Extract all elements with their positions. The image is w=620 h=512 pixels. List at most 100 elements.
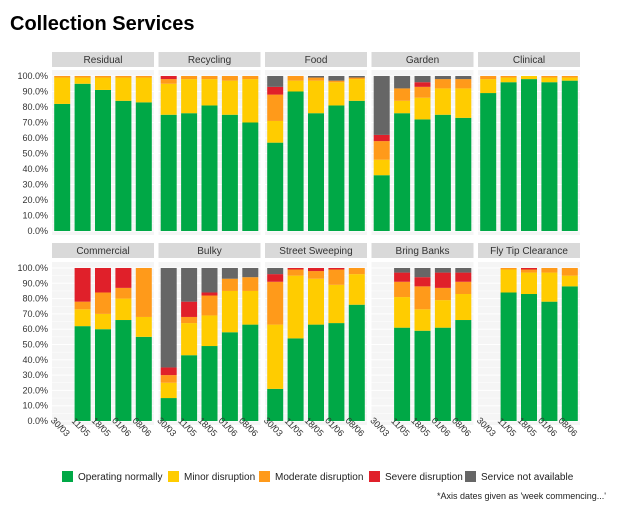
bar-segment-moderate-disruption bbox=[115, 76, 132, 78]
bar-segment-operating-normally bbox=[95, 89, 111, 231]
bar-segment-operating-normally bbox=[242, 122, 259, 231]
bar-segment-service-not-available bbox=[348, 76, 365, 78]
bar-segment-severe-disruption bbox=[160, 76, 177, 80]
bar-segment-operating-normally bbox=[115, 100, 132, 231]
bar-segment-severe-disruption bbox=[328, 268, 345, 270]
chart-title: Collection Services bbox=[10, 13, 195, 35]
y-tick-label: 90.0% bbox=[22, 87, 48, 97]
bar-segment-operating-normally bbox=[434, 114, 451, 231]
legend-swatch bbox=[62, 471, 73, 482]
bar-segment-severe-disruption bbox=[521, 268, 537, 270]
panel-garden: Garden bbox=[371, 52, 474, 235]
panel-clinical: Clinical bbox=[478, 52, 580, 235]
bar-segment-operating-normally bbox=[348, 100, 365, 231]
bar-segment-severe-disruption bbox=[115, 268, 132, 288]
bar-segment-minor-disruption bbox=[308, 80, 324, 114]
bar-segment-service-not-available bbox=[414, 76, 431, 83]
bar-segment-moderate-disruption bbox=[181, 76, 198, 80]
bar-segment-moderate-disruption bbox=[348, 77, 365, 80]
y-tick-label: 50.0% bbox=[22, 340, 48, 350]
y-tick-label: 10.0% bbox=[22, 211, 48, 221]
bar-segment-minor-disruption bbox=[541, 77, 558, 83]
panel-food: Food bbox=[265, 52, 367, 235]
panel-title: Clinical bbox=[513, 55, 545, 66]
bar-segment-minor-disruption bbox=[561, 77, 578, 81]
panel-title: Bulky bbox=[197, 246, 221, 257]
y-tick-label: 20.0% bbox=[22, 385, 48, 395]
y-tick-label: 30.0% bbox=[22, 180, 48, 190]
bar-segment-minor-disruption bbox=[373, 159, 390, 176]
panel-strip bbox=[158, 52, 261, 67]
bar-segment-service-not-available bbox=[455, 76, 472, 80]
legend: Operating normally Minor disruption Modera… bbox=[62, 471, 574, 483]
bar-segment-operating-normally bbox=[115, 320, 132, 421]
bar-segment-moderate-disruption bbox=[135, 268, 152, 317]
bar-segment-service-not-available bbox=[181, 268, 198, 302]
bar-segment-severe-disruption bbox=[373, 134, 390, 142]
bar-segment-service-not-available bbox=[201, 268, 218, 293]
panel-strip bbox=[52, 52, 154, 67]
bar-segment-minor-disruption bbox=[181, 323, 198, 356]
bar-segment-moderate-disruption bbox=[521, 269, 537, 273]
bar-segment-minor-disruption bbox=[54, 77, 71, 104]
bar-segment-operating-normally bbox=[181, 355, 198, 421]
bar-segment-moderate-disruption bbox=[160, 79, 177, 84]
panel-strip bbox=[371, 52, 474, 67]
bar-segment-moderate-disruption bbox=[434, 79, 451, 89]
legend-swatch bbox=[259, 471, 270, 482]
bar-segment-minor-disruption bbox=[455, 88, 472, 118]
y-tick-label: 40.0% bbox=[22, 164, 48, 174]
y-tick-label: 100.0% bbox=[17, 263, 48, 273]
legend-label: Severe disruption bbox=[385, 472, 463, 483]
y-tick-label: 10.0% bbox=[22, 401, 48, 411]
bar-segment-service-not-available bbox=[455, 268, 472, 273]
bar-segment-minor-disruption bbox=[95, 77, 111, 90]
bar-segment-operating-normally bbox=[287, 338, 304, 421]
bar-segment-moderate-disruption bbox=[541, 268, 558, 273]
legend-swatch bbox=[168, 471, 179, 482]
bar-segment-minor-disruption bbox=[455, 294, 472, 321]
bar-segment-minor-disruption bbox=[242, 79, 259, 123]
panel-title: Recycling bbox=[188, 55, 231, 66]
bar-segment-operating-normally bbox=[455, 320, 472, 421]
panel-strip bbox=[478, 52, 580, 67]
bar-segment-minor-disruption bbox=[308, 278, 324, 325]
bar-segment-operating-normally bbox=[160, 114, 177, 231]
legend-item: Minor disruption bbox=[168, 471, 255, 483]
bar-segment-minor-disruption bbox=[267, 324, 284, 389]
bar-segment-operating-normally bbox=[541, 301, 558, 421]
bar-segment-severe-disruption bbox=[160, 367, 177, 376]
bar-segment-severe-disruption bbox=[434, 272, 451, 288]
bar-segment-moderate-disruption bbox=[267, 94, 284, 121]
bar-segment-moderate-disruption bbox=[434, 287, 451, 301]
bar-segment-operating-normally bbox=[74, 326, 91, 421]
bar-segment-moderate-disruption bbox=[561, 76, 578, 78]
bar-segment-minor-disruption bbox=[434, 300, 451, 328]
bar-segment-operating-normally bbox=[54, 103, 71, 231]
bar-segment-moderate-disruption bbox=[500, 76, 517, 78]
bar-segment-minor-disruption bbox=[95, 313, 111, 330]
bar-segment-moderate-disruption bbox=[74, 301, 91, 310]
bar-segment-severe-disruption bbox=[267, 274, 284, 282]
bar-segment-moderate-disruption bbox=[500, 268, 517, 270]
bar-segment-operating-normally bbox=[74, 83, 91, 231]
bar-segment-operating-normally bbox=[521, 294, 537, 421]
legend-item: Severe disruption bbox=[369, 471, 463, 483]
bar-segment-service-not-available bbox=[434, 76, 451, 80]
bar-segment-minor-disruption bbox=[160, 83, 177, 115]
bar-segment-severe-disruption bbox=[308, 268, 324, 272]
y-tick-label: 90.0% bbox=[22, 278, 48, 288]
bar-segment-minor-disruption bbox=[434, 88, 451, 115]
bar-segment-moderate-disruption bbox=[95, 76, 111, 78]
bar-segment-minor-disruption bbox=[135, 316, 152, 337]
bar-segment-operating-normally bbox=[541, 82, 558, 231]
bar-segment-operating-normally bbox=[181, 113, 198, 231]
panel-title: Bring Banks bbox=[396, 246, 450, 257]
bar-segment-moderate-disruption bbox=[267, 281, 284, 325]
panel-title: Garden bbox=[406, 55, 439, 66]
bar-segment-moderate-disruption bbox=[287, 76, 304, 81]
bar-segment-operating-normally bbox=[328, 105, 345, 231]
